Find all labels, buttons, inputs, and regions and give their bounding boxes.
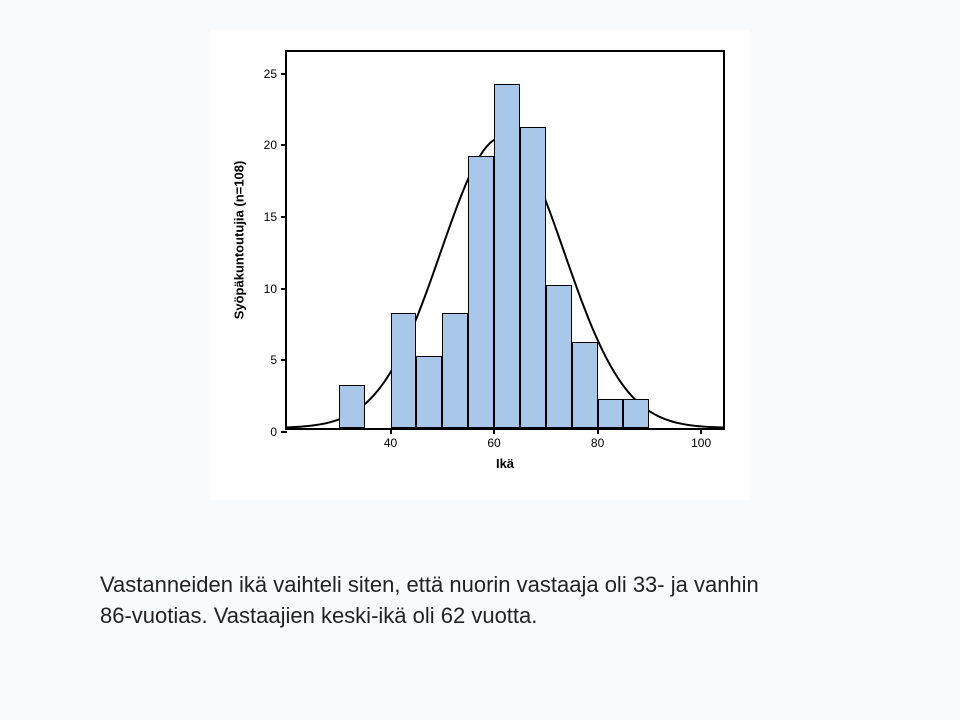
x-tick-label: 60 bbox=[487, 436, 500, 450]
histogram-bar bbox=[520, 127, 546, 428]
y-tick bbox=[281, 73, 287, 75]
histogram-bar bbox=[442, 313, 468, 428]
slide: Syöpäkuntoutujia (n=108) Ikä 0 5 10 15 20 25 4… bbox=[0, 0, 960, 720]
y-tick-label: 0 bbox=[270, 425, 277, 439]
histogram-bar bbox=[546, 285, 572, 428]
x-tick bbox=[390, 428, 392, 434]
x-tick-label: 100 bbox=[691, 436, 711, 450]
caption-line-1: Vastanneiden ikä vaihteli siten, että nu… bbox=[100, 572, 759, 597]
y-tick bbox=[281, 288, 287, 290]
chart-card: Syöpäkuntoutujia (n=108) Ikä 0 5 10 15 20 25 4… bbox=[210, 30, 750, 500]
histogram-bar bbox=[339, 385, 365, 428]
histogram-bar bbox=[623, 399, 649, 428]
x-tick bbox=[700, 428, 702, 434]
y-tick-label: 20 bbox=[264, 138, 277, 152]
caption-text: Vastanneiden ikä vaihteli siten, että nu… bbox=[100, 570, 880, 632]
histogram-bar bbox=[494, 84, 520, 428]
y-tick bbox=[281, 431, 287, 433]
y-tick bbox=[281, 216, 287, 218]
y-tick-label: 5 bbox=[270, 353, 277, 367]
x-tick bbox=[493, 428, 495, 434]
y-tick-label: 15 bbox=[264, 210, 277, 224]
x-tick-label: 80 bbox=[591, 436, 604, 450]
histogram-bar bbox=[572, 342, 598, 428]
histogram-bar bbox=[391, 313, 417, 428]
x-tick-label: 40 bbox=[384, 436, 397, 450]
y-tick-label: 25 bbox=[264, 67, 277, 81]
y-tick bbox=[281, 359, 287, 361]
x-tick bbox=[597, 428, 599, 434]
histogram-bar bbox=[468, 156, 494, 428]
histogram-bar bbox=[416, 356, 442, 428]
caption-line-2: 86-vuotias. Vastaajien keski-ikä oli 62 … bbox=[100, 603, 537, 628]
x-axis-title: Ikä bbox=[496, 456, 514, 471]
y-tick bbox=[281, 144, 287, 146]
plot-frame: Syöpäkuntoutujia (n=108) Ikä 05101520254… bbox=[285, 50, 725, 430]
y-axis-title: Syöpäkuntoutujia (n=108) bbox=[232, 161, 247, 320]
histogram-bar bbox=[598, 399, 624, 428]
y-tick-label: 10 bbox=[264, 282, 277, 296]
